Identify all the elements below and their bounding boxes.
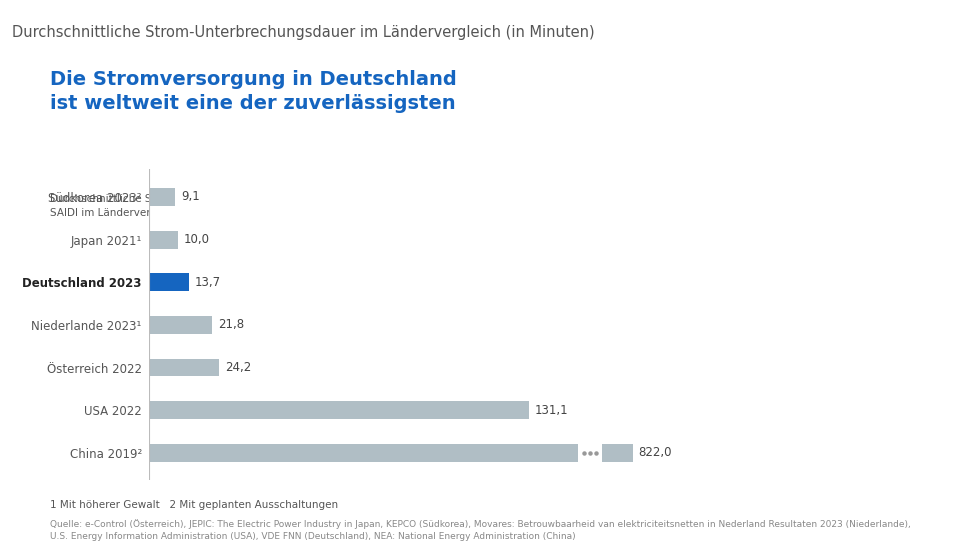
Bar (149, 274, 188, 291)
Text: Durchschnittliche Strom-Unterbrechungsdauer
SAIDI im Ländervergleich in Minuten: Durchschnittliche Strom-Unterbrechungsda… (50, 194, 294, 218)
Bar (149, 401, 529, 419)
Text: Die Stromversorgung in Deutschland
ist weltweit eine der zuverlässigsten: Die Stromversorgung in Deutschland ist w… (50, 69, 457, 113)
Text: Durchschnittliche Strom-Unterbrechungsdauer im Ländervergleich (in Minuten): Durchschnittliche Strom-Unterbrechungsda… (12, 25, 594, 40)
Text: 21,8: 21,8 (218, 318, 244, 331)
Bar (149, 230, 178, 248)
Text: 822,0: 822,0 (637, 446, 671, 459)
Text: 24,2: 24,2 (225, 361, 252, 374)
Bar (578, 441, 602, 465)
Text: Quelle: e-Control (Österreich), JEPIC: The Electric Power Industry in Japan, KEP: Quelle: e-Control (Österreich), JEPIC: T… (50, 519, 911, 542)
Bar (149, 359, 219, 376)
Bar (149, 188, 176, 206)
Text: 131,1: 131,1 (535, 403, 568, 417)
Text: 1 Mit höherer Gewalt   2 Mit geplanten Ausschaltungen: 1 Mit höherer Gewalt 2 Mit geplanten Aus… (50, 500, 338, 509)
Bar (149, 316, 212, 334)
Text: 9,1: 9,1 (181, 191, 200, 204)
Bar (602, 444, 634, 462)
Text: 13,7: 13,7 (194, 276, 221, 289)
Text: 10,0: 10,0 (183, 233, 209, 246)
Bar (149, 444, 578, 462)
